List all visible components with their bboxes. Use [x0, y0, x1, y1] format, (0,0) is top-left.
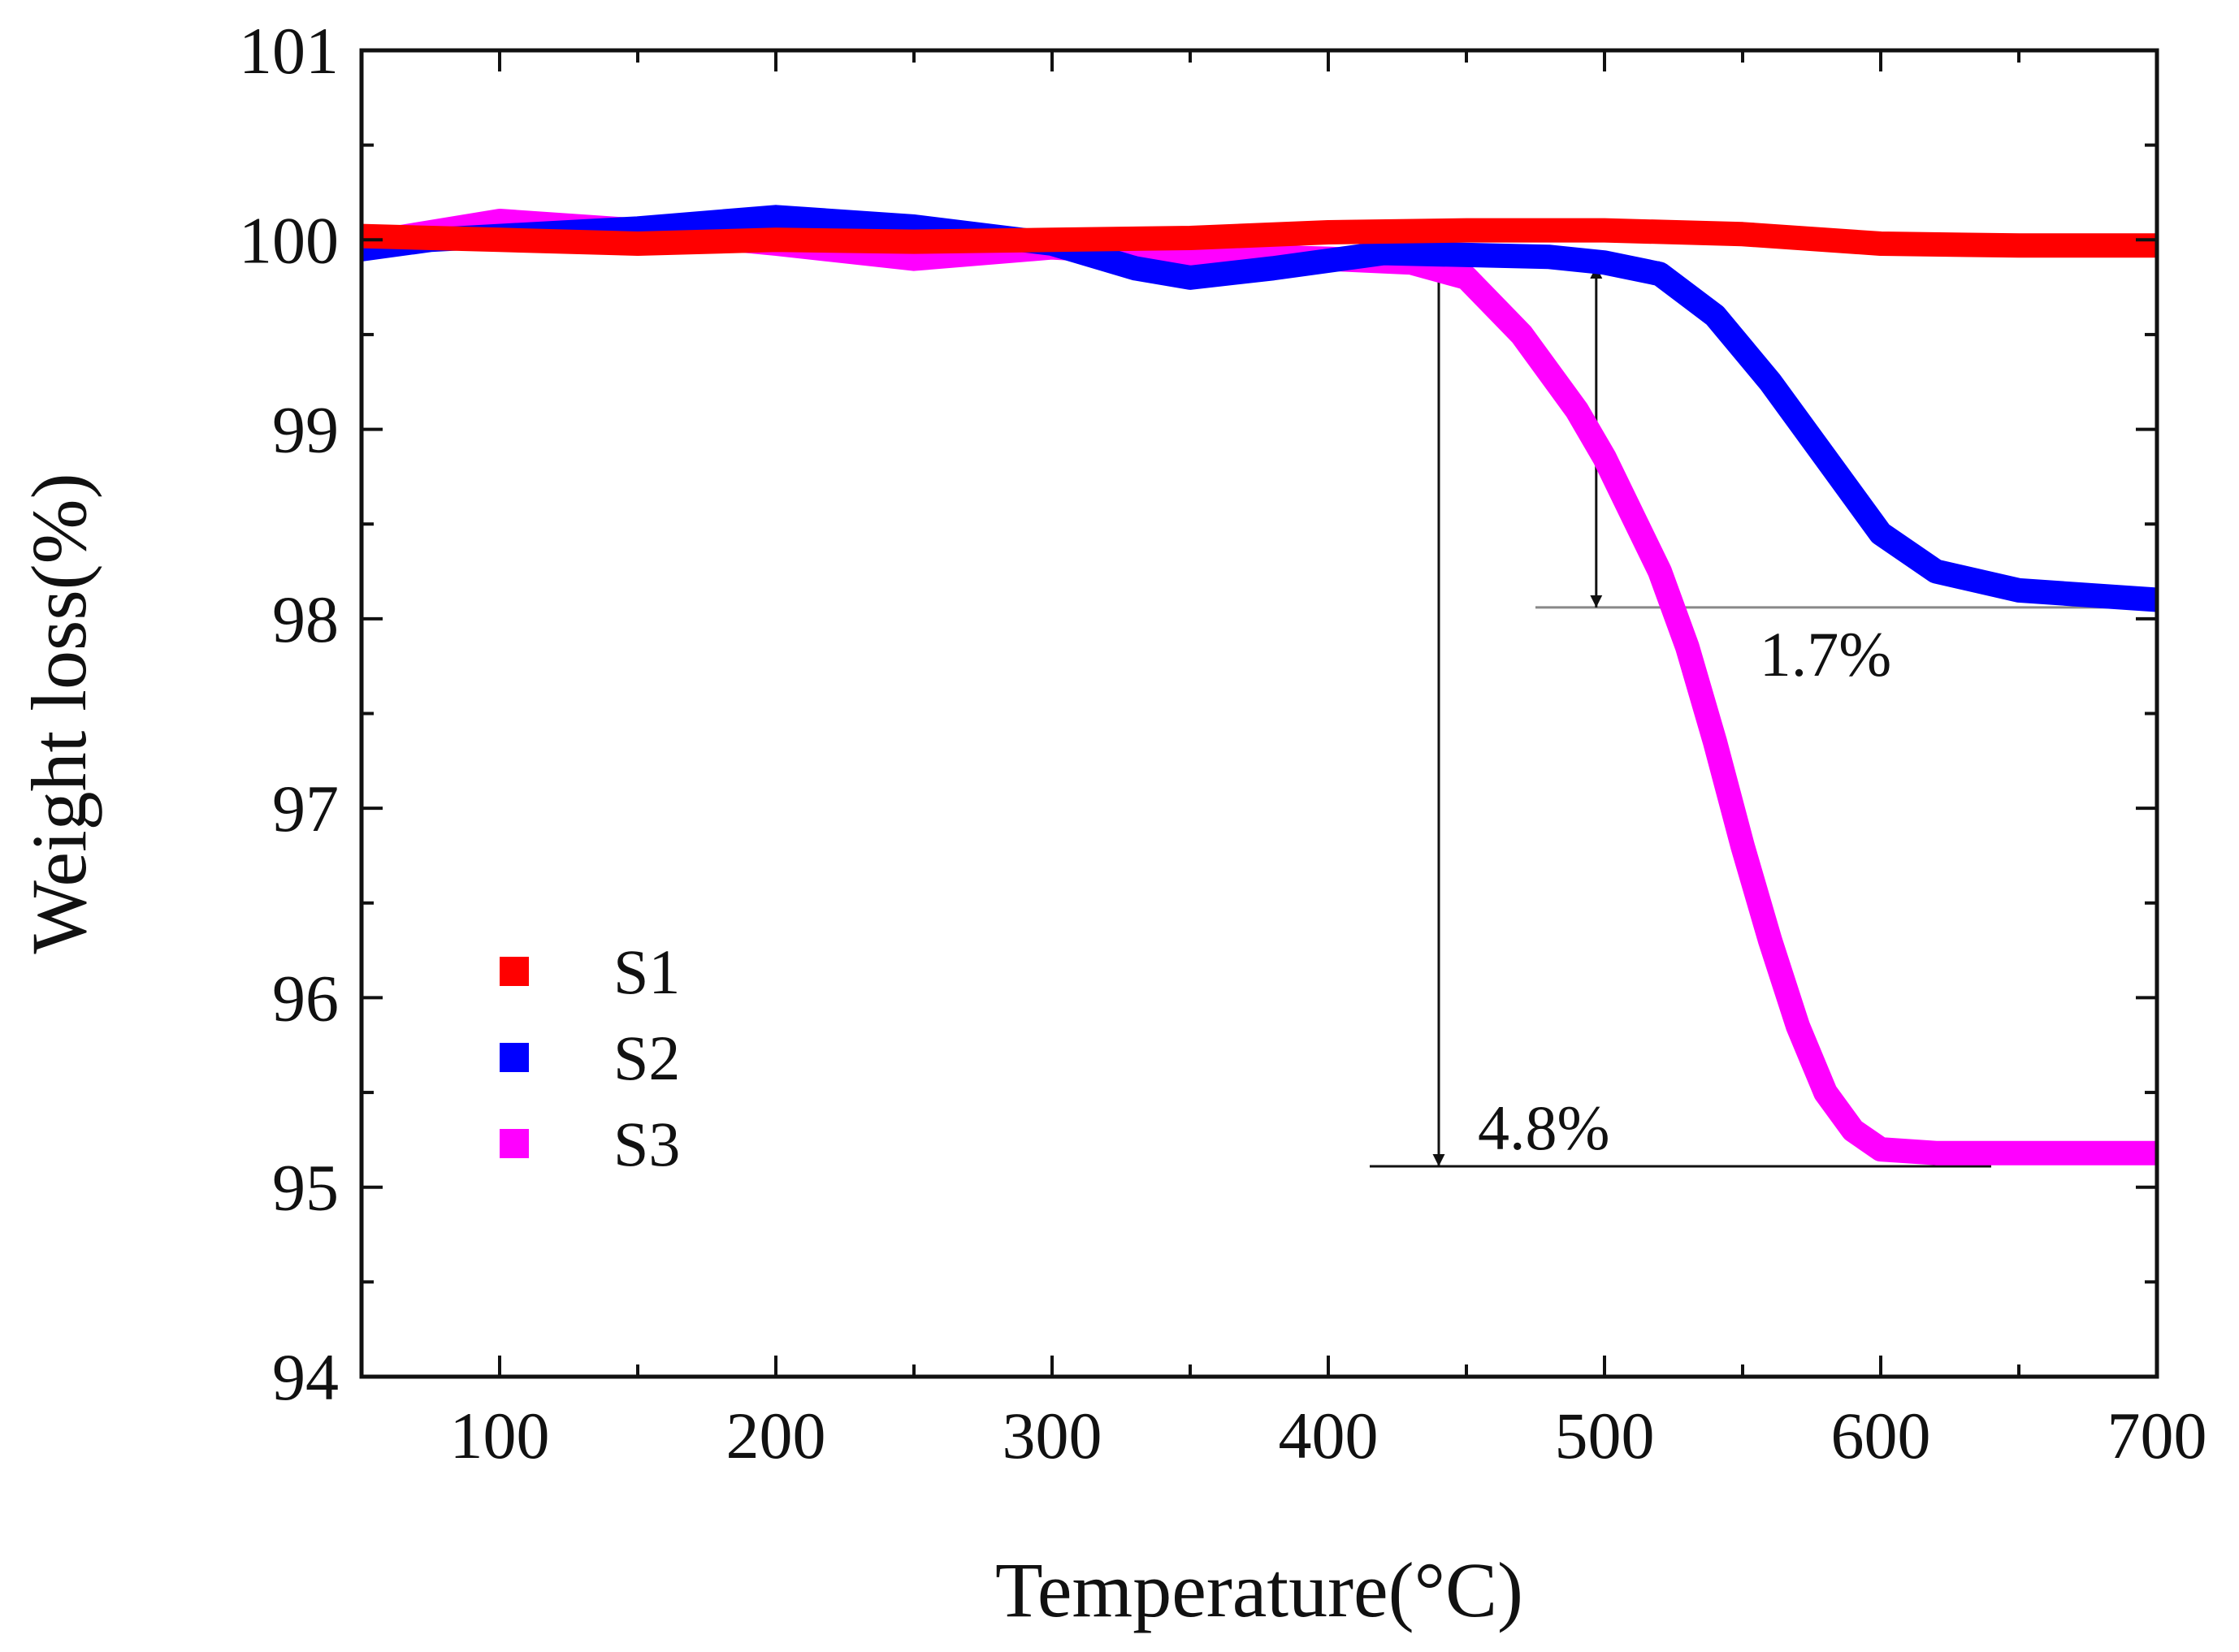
x-tick-label: 100 [450, 1399, 550, 1473]
series-line-s3 [359, 209, 2157, 1165]
x-tick-label: 700 [2107, 1399, 2207, 1473]
series-line-s1 [361, 218, 2157, 258]
annotation-label: 4.8% [1478, 1092, 1609, 1163]
legend-swatch-s2 [500, 1043, 529, 1072]
y-tick-label: 96 [272, 961, 339, 1035]
axis-ticks: 100 200 300 400 500 600 700 94 95 96 97 98 99 100 101 [239, 14, 2207, 1473]
x-tick-label: 300 [1003, 1399, 1102, 1473]
legend: S1 S2 S3 [500, 936, 680, 1179]
plot-content: 1.7% 4.8% [359, 205, 2159, 1168]
legend-label-s2: S2 [613, 1023, 680, 1093]
legend-label-s3: S3 [613, 1109, 680, 1179]
y-tick-label: 101 [239, 14, 339, 88]
y-tick-label: 97 [272, 772, 339, 845]
x-tick-label: 600 [1831, 1399, 1931, 1473]
y-tick-label: 95 [272, 1151, 339, 1225]
x-tick-label: 200 [726, 1399, 826, 1473]
y-tick-label: 94 [272, 1340, 339, 1414]
legend-swatch-s1 [500, 957, 529, 986]
y-tick-label: 100 [239, 203, 339, 277]
annotation-label: 1.7% [1760, 619, 1891, 690]
x-axis-title: Temperature(°C) [995, 1546, 1523, 1633]
y-tick-label: 99 [272, 393, 339, 467]
x-tick-label: 500 [1555, 1399, 1655, 1473]
legend-label-s1: S1 [613, 936, 680, 1007]
y-axis-title: Weight loss(%) [15, 473, 102, 954]
legend-swatch-s3 [500, 1129, 529, 1158]
x-tick-label: 400 [1279, 1399, 1379, 1473]
y-tick-label: 98 [272, 582, 339, 656]
series-line-s2 [359, 205, 2159, 612]
